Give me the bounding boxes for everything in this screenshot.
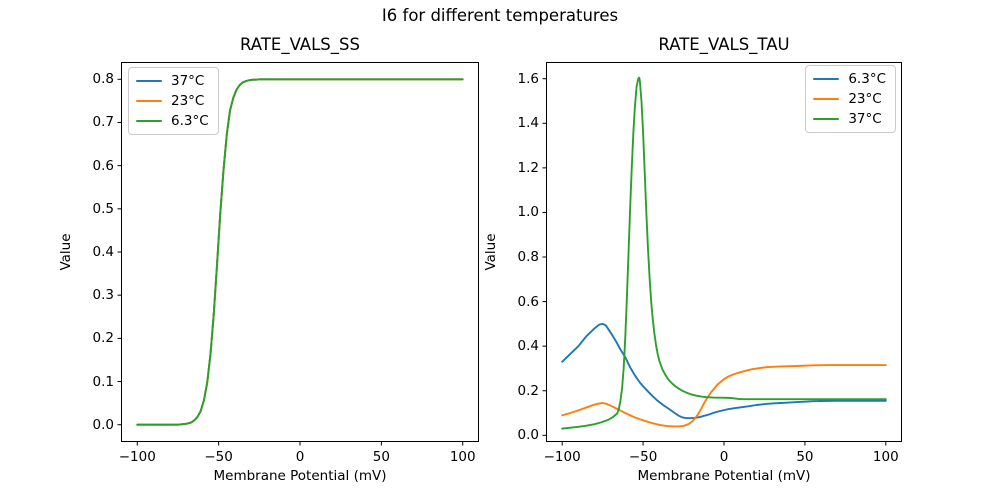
axes-spines	[121, 62, 479, 442]
x-tick-label: 50	[796, 449, 814, 465]
legend-line-swatch	[813, 97, 840, 101]
legend-item: 23°C	[813, 91, 886, 107]
legend-label: 23°C	[848, 91, 882, 107]
series-line-23°C	[561, 364, 887, 428]
y-tick-label: 1.4	[517, 115, 539, 132]
x-tick-label: −50	[628, 449, 658, 465]
subplot-tau-xlabel: Membrane Potential (mV)	[637, 468, 811, 484]
x-tick-label: −100	[118, 449, 156, 465]
legend-item: 37°C	[136, 73, 209, 89]
legend-tau: 6.3°C 23°C 37°C	[805, 65, 896, 133]
y-tick-label: 0.7	[92, 114, 114, 131]
legend-line-swatch	[813, 117, 840, 121]
series-line-37°C	[561, 76, 887, 430]
legend-ss: 37°C 23°C 6.3°C	[128, 67, 219, 135]
subplot-ss-ylabel: Value	[58, 233, 74, 271]
legend-label: 6.3°C	[848, 71, 886, 87]
y-tick-label: 0.0	[517, 427, 539, 444]
subplot-rate-vals-tau: RATE_VALS_TAU Membrane Potential (mV) Va…	[483, 35, 902, 484]
x-tick-label: −100	[543, 449, 581, 465]
y-tick-label: 0.1	[92, 373, 114, 390]
y-tick-label: 0.2	[92, 330, 114, 347]
y-tick-label: 1.6	[517, 70, 539, 87]
legend-label: 37°C	[171, 73, 205, 89]
legend-label: 23°C	[171, 93, 205, 109]
axes-spines	[546, 62, 902, 442]
y-tick-label: 0.6	[517, 293, 539, 310]
legend-line-swatch	[136, 119, 162, 123]
legend-item: 6.3°C	[136, 113, 209, 129]
series-line-6.3°C	[561, 322, 887, 420]
legend-item: 23°C	[136, 93, 209, 109]
subplot-tau-ylabel: Value	[483, 233, 499, 271]
y-tick-label: 0.2	[517, 382, 539, 399]
x-tick-label: −50	[204, 449, 233, 465]
x-tick-label: 100	[449, 449, 476, 465]
x-tick-label: 100	[872, 449, 899, 465]
y-tick-label: 0.4	[517, 338, 539, 355]
y-tick-label: 0.3	[92, 287, 114, 304]
plot-area-tau	[542, 62, 902, 446]
legend-item: 6.3°C	[813, 71, 886, 87]
legend-line-swatch	[136, 99, 162, 103]
plot-area-ss	[117, 62, 479, 446]
x-tick-label: 0	[295, 449, 305, 465]
subplot-rate-vals-ss: RATE_VALS_SS Membrane Potential (mV) Val…	[58, 35, 479, 484]
y-tick-label: 0.0	[92, 416, 114, 433]
y-tick-label: 1.0	[517, 204, 539, 221]
legend-item: 37°C	[813, 111, 886, 127]
series-line-6.3°C	[136, 78, 464, 426]
y-tick-label: 0.4	[92, 244, 114, 260]
legend-line-swatch	[136, 79, 162, 83]
figure-title: I6 for different temperatures	[381, 6, 619, 25]
subplot-tau-title: RATE_VALS_TAU	[658, 35, 790, 54]
y-tick-label: 0.8	[92, 71, 114, 88]
subplot-ss-title: RATE_VALS_SS	[240, 35, 360, 54]
subplot-ss-xlabel: Membrane Potential (mV)	[213, 468, 387, 484]
y-tick-label: 0.6	[92, 157, 114, 174]
legend-label: 6.3°C	[171, 113, 209, 129]
x-tick-label: 0	[719, 449, 729, 465]
x-tick-label: 50	[372, 449, 390, 465]
legend-label: 37°C	[848, 111, 882, 127]
legend-line-swatch	[813, 77, 840, 81]
y-tick-label: 1.2	[517, 159, 539, 176]
y-tick-label: 0.8	[517, 249, 539, 265]
y-tick-label: 0.5	[92, 200, 114, 217]
